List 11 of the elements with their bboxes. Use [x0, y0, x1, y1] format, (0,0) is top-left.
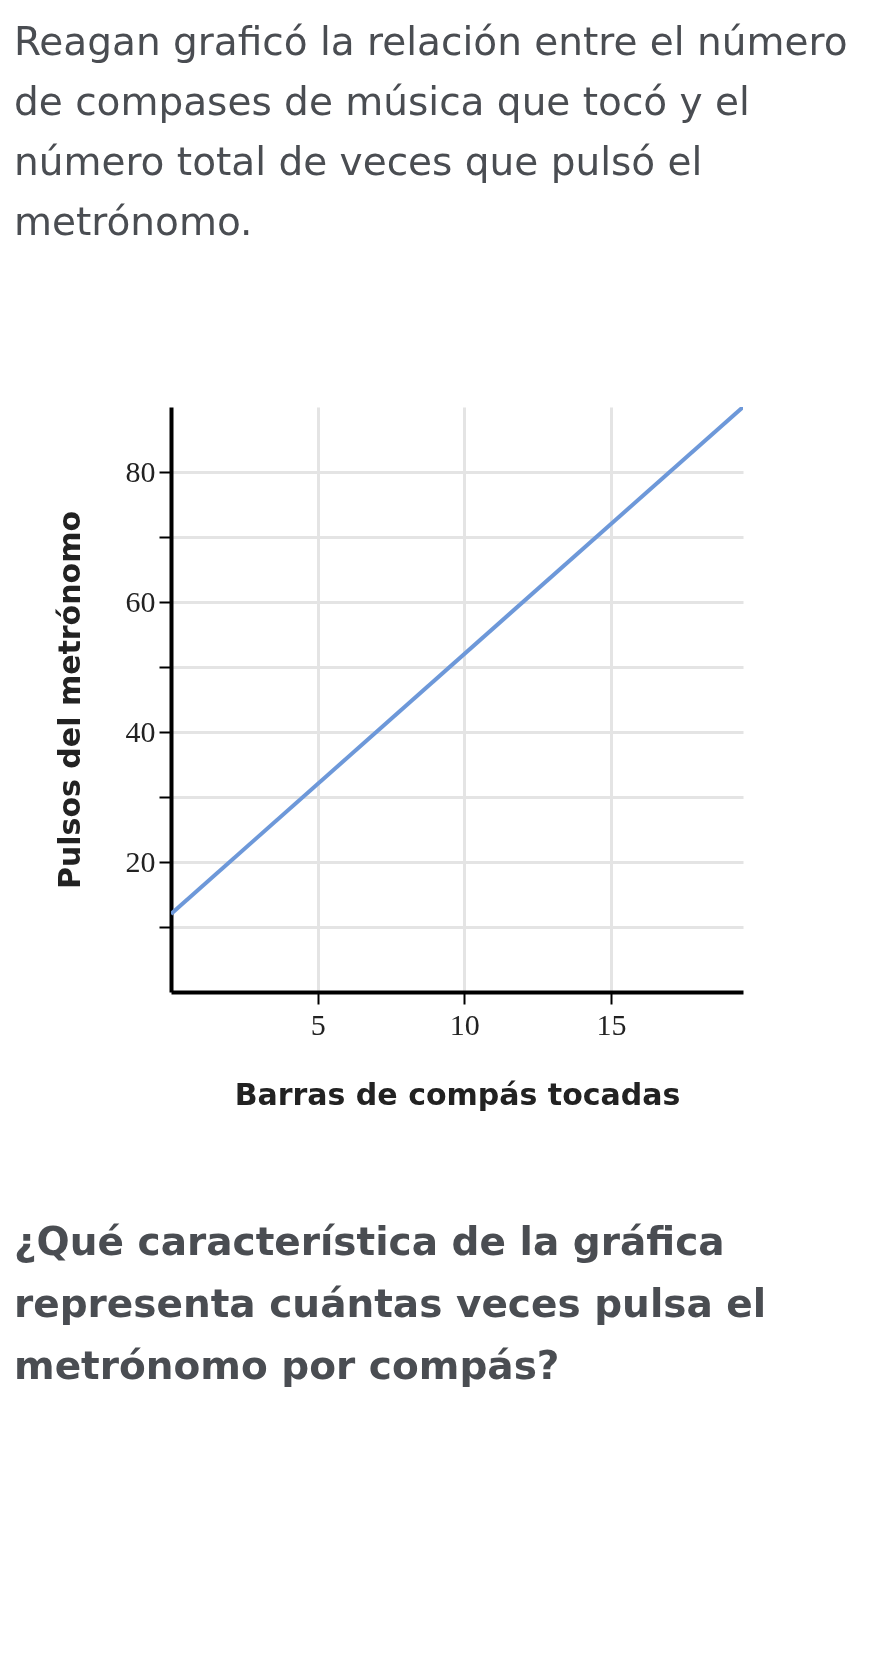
chart-title: Reagan graficó la relación entre el número de compases de música que tocó y el número total de veces que pulsó el metrónomo. [13, 18, 849, 246]
y-tick-label: 20 [125, 844, 156, 878]
x-tick-label: 5 [310, 1007, 326, 1041]
y-tick-label: 60 [125, 584, 156, 618]
x-axis-title: Barras de compás tocadas [234, 1076, 681, 1112]
x-tick-label: 15 [596, 1007, 627, 1041]
y-tick-label: 40 [125, 714, 156, 748]
y-axis-title: Pulsos del metrónomo [51, 510, 87, 890]
text: ¿Qué característica de la gráfica representa cuántas veces pulsa el metrónomo por compás? [13, 1218, 768, 1390]
y-tick-label: 80 [125, 454, 156, 488]
x-tick-label: 10 [449, 1007, 480, 1041]
